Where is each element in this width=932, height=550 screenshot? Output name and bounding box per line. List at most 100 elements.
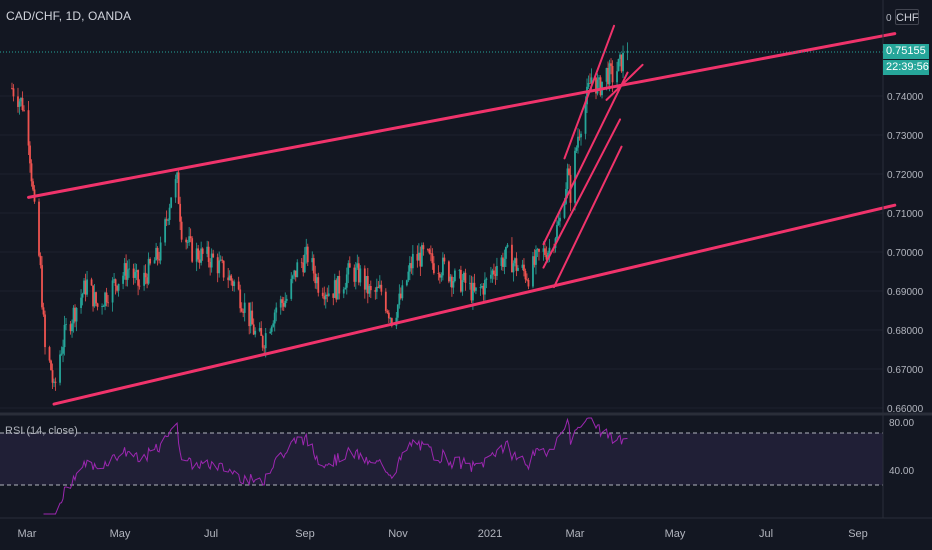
candle-body	[378, 284, 381, 288]
candle-body	[380, 284, 383, 292]
candle-body	[159, 242, 162, 261]
candle-body	[207, 246, 210, 262]
candle-body	[44, 314, 46, 348]
candle-body	[122, 275, 124, 284]
candle-body	[294, 270, 297, 278]
candle-body	[599, 77, 602, 96]
candle-body	[578, 136, 581, 138]
candle-body	[590, 77, 593, 84]
candle-body	[408, 263, 411, 272]
candle-body	[616, 71, 618, 83]
candle-body	[272, 323, 275, 327]
trendline-steep-lower-2[interactable]	[542, 118, 622, 269]
candle-body	[284, 300, 287, 307]
candle-body	[490, 274, 492, 279]
candle-body	[482, 285, 485, 295]
candle-body	[533, 256, 536, 265]
candle-body	[41, 265, 43, 308]
candle-body	[20, 97, 22, 102]
price-axis[interactable]: 0 0.74000 0.73000 0.72000 0.71000 0.7000…	[886, 13, 924, 415]
candle-body	[368, 286, 371, 294]
candle-body	[347, 263, 350, 275]
candle-body	[608, 63, 611, 85]
candle-body	[449, 276, 452, 282]
time-label: May	[665, 528, 686, 540]
candle-body	[54, 381, 57, 383]
candle-body	[81, 293, 84, 298]
candle-body	[165, 219, 168, 221]
candle-body	[453, 270, 456, 281]
candle-body	[472, 282, 474, 301]
candle-body	[180, 221, 183, 240]
candle-body	[95, 292, 97, 304]
candle-body	[387, 312, 390, 319]
candle-body	[390, 318, 393, 326]
candle-body	[556, 224, 558, 239]
candle-body	[512, 263, 515, 273]
candle-body	[228, 275, 231, 281]
candle-body	[71, 323, 73, 332]
price-tick: 0.68000	[887, 326, 924, 337]
rsi-axis[interactable]: 80.00 40.00	[889, 418, 914, 477]
trendline-steep-upper[interactable]	[563, 24, 616, 160]
candle-body	[419, 252, 422, 267]
currency-button[interactable]: CHF	[895, 9, 919, 25]
candle-body	[532, 256, 534, 287]
candle-body	[317, 277, 320, 293]
rsi-legend[interactable]: RSI (14, close)	[5, 425, 78, 437]
price-tick: 0	[886, 13, 892, 24]
symbol-title[interactable]: CAD/CHF, 1D, OANDA	[6, 9, 132, 23]
candle-body	[42, 307, 45, 315]
candle-body	[168, 207, 171, 220]
candle-body	[323, 296, 326, 300]
candle-body	[369, 286, 372, 291]
candle-body	[580, 133, 582, 138]
candle-body	[469, 282, 471, 284]
candle-body	[312, 258, 315, 274]
candle-body	[53, 381, 55, 383]
time-axis[interactable]: Mar May Jul Sep Nov 2021 Mar May Jul Sep	[18, 528, 868, 540]
trendline-lower-channel[interactable]	[52, 203, 897, 406]
candle-body	[117, 283, 120, 291]
candle-body	[270, 326, 273, 332]
trendline-steep-lower-1[interactable]	[542, 71, 629, 246]
candle-body	[459, 269, 462, 292]
candle-body	[233, 281, 236, 287]
candle-body	[335, 280, 338, 300]
candle-body	[622, 52, 624, 72]
candle-body	[146, 277, 149, 284]
candle-body	[74, 307, 76, 322]
candle-body	[189, 236, 192, 239]
candle-body	[39, 255, 42, 266]
candle-body	[574, 150, 576, 203]
candle-body	[617, 58, 620, 72]
candle-body	[542, 248, 545, 252]
candle-body	[285, 298, 288, 301]
candle-body	[93, 292, 96, 307]
candle-body	[575, 147, 578, 151]
candle-body	[607, 68, 609, 85]
candle-body	[447, 261, 450, 282]
trendline-upper-channel[interactable]	[27, 32, 897, 199]
candle-body	[218, 260, 221, 274]
candle-body	[353, 267, 356, 282]
candle-body	[206, 246, 209, 254]
trendline-steep-lower-3[interactable]	[605, 63, 644, 101]
candle-body	[314, 273, 317, 284]
candle-body	[279, 299, 282, 308]
candle-body	[227, 277, 230, 281]
trendline-mid-support[interactable]	[552, 145, 623, 289]
candle-body	[63, 324, 66, 348]
candle-body	[80, 297, 82, 308]
candle-body	[420, 245, 423, 267]
time-label: Mar	[566, 528, 585, 540]
candle-body	[479, 287, 482, 288]
trendlines[interactable]	[27, 24, 897, 406]
candle-body	[502, 257, 504, 267]
candle-body	[389, 318, 392, 319]
candle-body	[473, 282, 476, 291]
candle-body	[191, 238, 194, 262]
candle-body	[281, 299, 284, 303]
